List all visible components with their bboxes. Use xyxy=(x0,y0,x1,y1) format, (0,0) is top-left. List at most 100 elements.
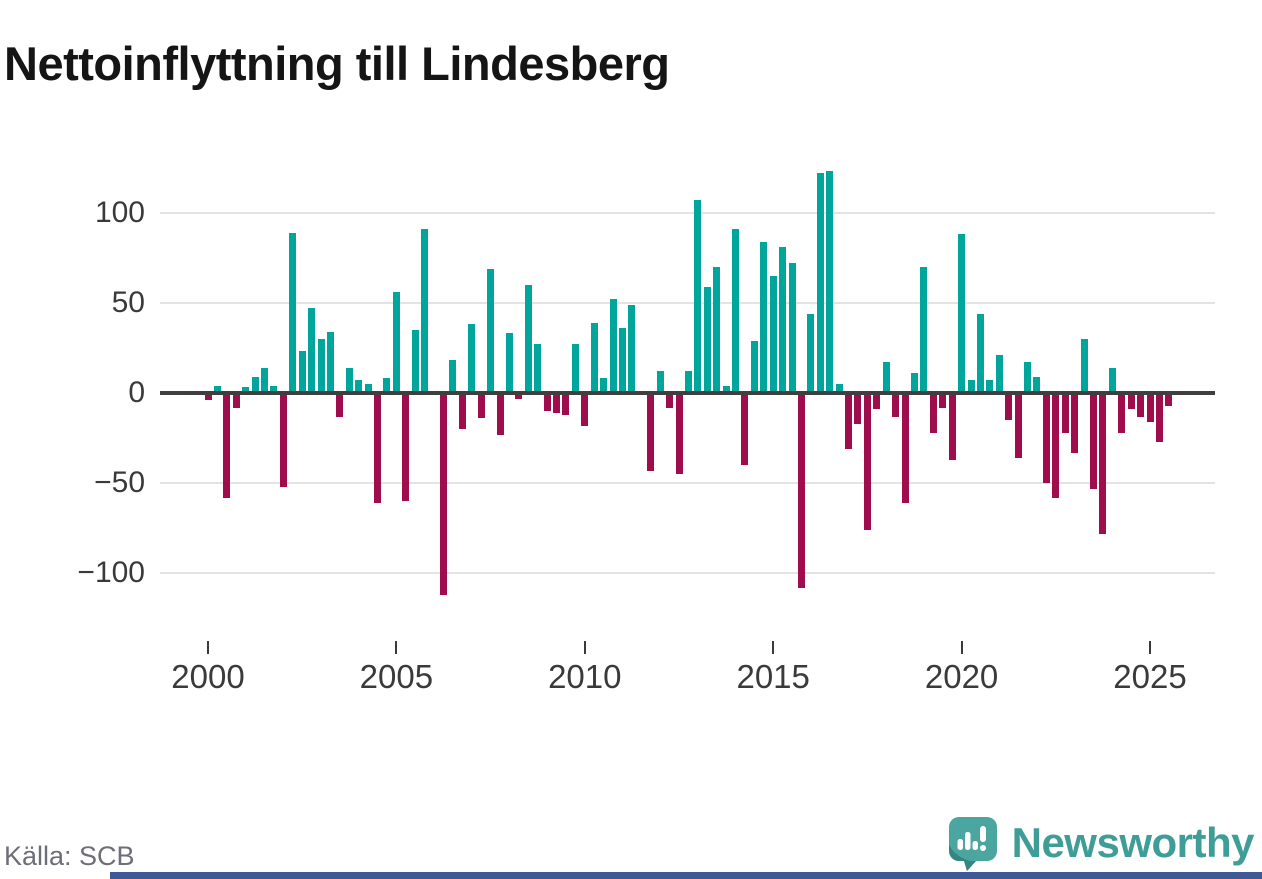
gridline xyxy=(160,572,1215,574)
x-axis-tick xyxy=(207,641,209,654)
bar-2017Q2 xyxy=(854,395,862,424)
bar-2014Q3 xyxy=(750,340,758,391)
gridline xyxy=(160,212,1215,214)
bar-2013Q2 xyxy=(703,286,711,391)
bar-2011Q2 xyxy=(628,304,636,391)
bar-2015Q2 xyxy=(779,247,787,391)
x-axis-label: 2010 xyxy=(548,658,622,695)
bar-2005Q3 xyxy=(411,329,419,391)
bar-2011Q1 xyxy=(618,328,626,391)
bar-2004Q4 xyxy=(383,378,391,391)
bar-2010Q3 xyxy=(600,378,608,391)
bar-2010Q1 xyxy=(581,395,589,426)
bar-2000Q3 xyxy=(223,395,231,498)
bar-2019Q3 xyxy=(939,395,947,408)
bar-2014Q2 xyxy=(741,395,749,466)
bar-2016Q1 xyxy=(807,313,815,391)
bar-2012Q3 xyxy=(675,395,683,475)
bar-2015Q1 xyxy=(769,275,777,391)
bar-2008Q2 xyxy=(515,395,523,399)
bar-2006Q4 xyxy=(458,395,466,430)
bar-2020Q2 xyxy=(967,380,975,391)
x-axis-tick xyxy=(772,641,775,654)
x-axis-label: 2020 xyxy=(924,658,999,695)
bar-2017Q1 xyxy=(845,395,853,449)
bar-2009Q3 xyxy=(562,395,570,415)
bar-2017Q3 xyxy=(863,395,871,530)
bar-2025Q2 xyxy=(1155,395,1163,442)
bar-2010Q4 xyxy=(609,299,617,391)
bar-2002Q1 xyxy=(279,395,287,487)
bar-2007Q4 xyxy=(496,395,504,435)
bar-2008Q3 xyxy=(524,284,532,391)
bar-2021Q3 xyxy=(1014,395,1022,458)
bar-2001Q2 xyxy=(251,376,259,391)
bar-2021Q2 xyxy=(1005,395,1013,421)
bar-2003Q3 xyxy=(336,395,344,417)
bar-2004Q2 xyxy=(364,383,372,391)
newsworthy-wordmark: Newsworthy xyxy=(1011,818,1255,866)
x-axis-tick xyxy=(583,641,586,654)
bar-2007Q3 xyxy=(487,268,495,391)
x-axis-tick xyxy=(395,641,398,654)
bar-2016Q4 xyxy=(835,383,843,391)
bar-2013Q4 xyxy=(722,385,730,391)
bar-2000Q1 xyxy=(204,395,212,401)
bar-2006Q3 xyxy=(449,360,457,391)
bar-2025Q1 xyxy=(1146,395,1154,422)
source-note: Källa: SCB xyxy=(4,841,135,871)
y-axis-label: −100 xyxy=(77,556,145,589)
gridline xyxy=(160,302,1215,304)
bar-2023Q3 xyxy=(1089,395,1097,489)
bar-2018Q1 xyxy=(882,362,890,391)
bar-2007Q1 xyxy=(468,324,476,391)
bar-2002Q4 xyxy=(308,308,316,391)
x-axis-label: 2000 xyxy=(171,658,245,695)
x-axis-label: 2015 xyxy=(736,658,810,695)
bar-2022Q3 xyxy=(1052,395,1060,498)
bar-2003Q2 xyxy=(326,331,334,391)
y-axis-label: 100 xyxy=(94,196,145,229)
bar-2006Q2 xyxy=(440,395,447,595)
bar-2013Q3 xyxy=(713,266,721,391)
bar-2019Q4 xyxy=(948,395,956,460)
bar-2014Q1 xyxy=(732,229,740,391)
bar-2005Q4 xyxy=(421,229,429,391)
bar-2023Q2 xyxy=(1080,338,1088,391)
bar-2007Q2 xyxy=(477,395,485,419)
chart-title: Nettoinflyttning till Lindesberg xyxy=(4,37,670,91)
bar-2019Q1 xyxy=(920,266,928,391)
zero-baseline xyxy=(160,391,1215,395)
bar-2001Q4 xyxy=(270,385,278,391)
bar-2021Q4 xyxy=(1024,362,1032,391)
bar-2001Q3 xyxy=(261,367,269,391)
bar-2022Q1 xyxy=(1033,376,1041,391)
bar-2022Q4 xyxy=(1061,395,1069,433)
bar-2018Q3 xyxy=(901,395,909,503)
bar-2020Q4 xyxy=(986,380,994,391)
bar-2003Q1 xyxy=(317,338,325,391)
bar-2009Q2 xyxy=(553,395,561,413)
bar-2015Q4 xyxy=(797,395,805,588)
bar-2024Q1 xyxy=(1108,367,1116,391)
gridline xyxy=(160,482,1215,484)
bar-2005Q2 xyxy=(402,395,410,502)
bar-2015Q3 xyxy=(788,263,796,391)
bar-2023Q1 xyxy=(1071,395,1079,453)
x-axis-label: 2025 xyxy=(1113,658,1187,695)
bar-2002Q2 xyxy=(289,232,297,391)
bar-2020Q1 xyxy=(958,234,966,391)
bar-2002Q3 xyxy=(298,351,306,391)
bar-2024Q3 xyxy=(1127,395,1135,410)
bar-2012Q4 xyxy=(684,371,692,391)
bar-2017Q4 xyxy=(873,395,881,410)
bar-2000Q2 xyxy=(213,385,221,391)
bar-2018Q4 xyxy=(911,373,918,391)
bar-2004Q3 xyxy=(374,395,382,503)
x-axis-tick xyxy=(1149,641,1151,654)
bar-2025Q3 xyxy=(1165,395,1173,406)
x-axis-tick xyxy=(960,641,963,654)
bar-2004Q1 xyxy=(355,380,363,391)
x-axis-label: 2005 xyxy=(359,658,434,695)
